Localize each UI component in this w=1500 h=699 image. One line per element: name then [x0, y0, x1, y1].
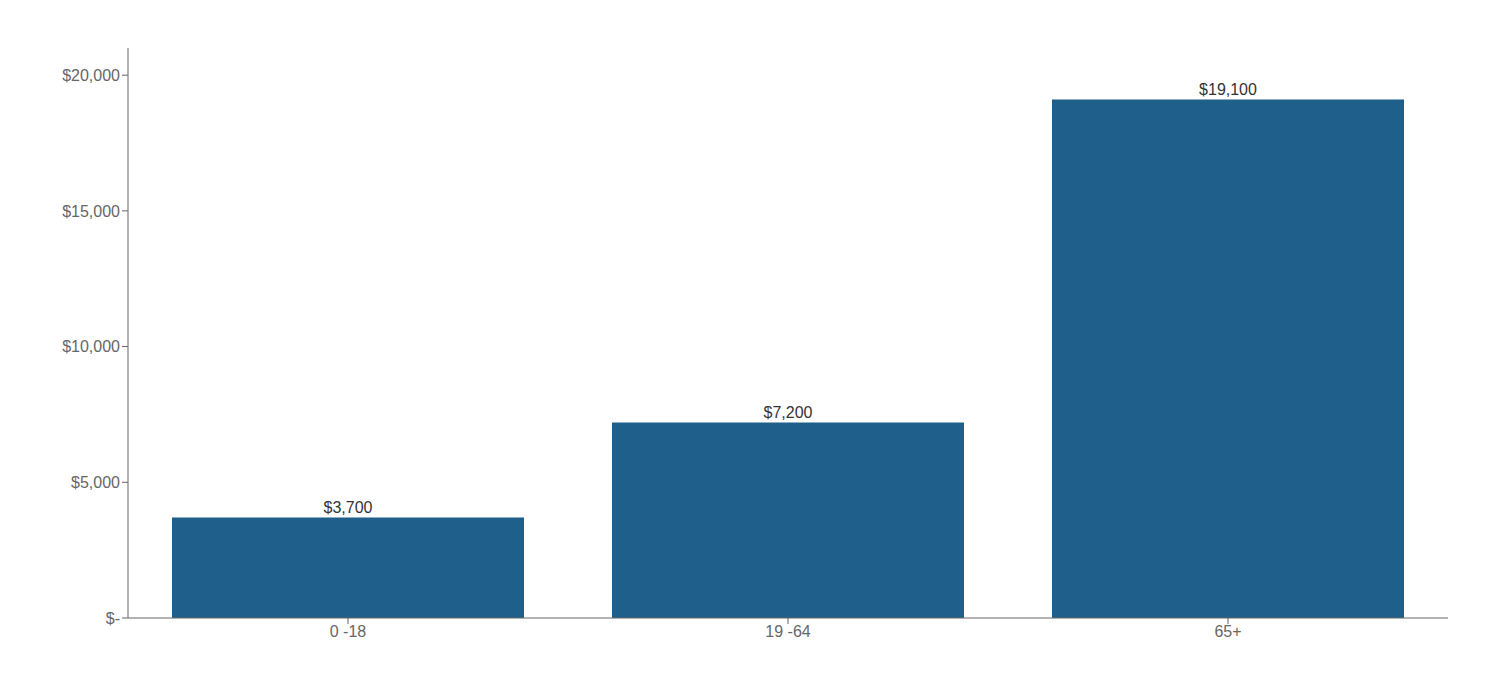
svg-text:0 -18: 0 -18	[330, 623, 367, 640]
svg-text:$7,200: $7,200	[764, 404, 813, 421]
svg-text:65+: 65+	[1214, 623, 1241, 640]
svg-text:$20,000: $20,000	[62, 67, 120, 84]
svg-text:$3,700: $3,700	[324, 499, 373, 516]
svg-text:$10,000: $10,000	[62, 338, 120, 355]
svg-text:$5,000: $5,000	[71, 474, 120, 491]
svg-text:$19,100: $19,100	[1199, 81, 1257, 98]
svg-text:$15,000: $15,000	[62, 203, 120, 220]
svg-text:$-: $-	[106, 610, 120, 627]
svg-text:19 -64: 19 -64	[765, 623, 810, 640]
